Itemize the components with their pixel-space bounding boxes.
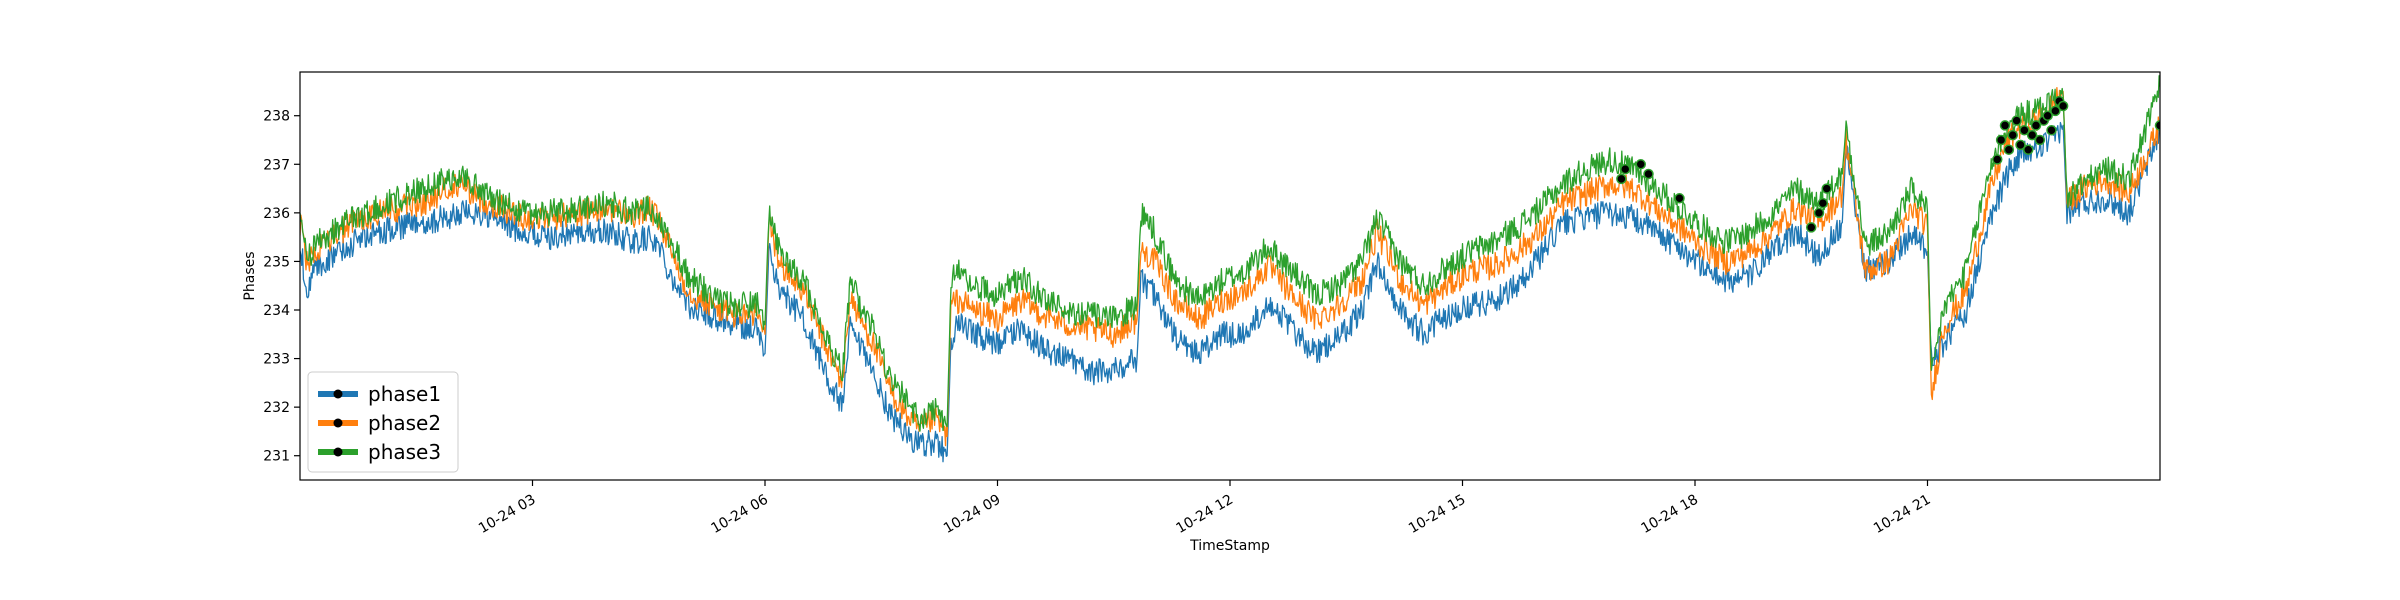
plot-area — [300, 75, 2160, 463]
y-tick-label: 234 — [263, 303, 290, 319]
marker-point-7 — [1817, 197, 1829, 209]
legend-marker — [333, 418, 343, 428]
y-tick-label: 231 — [263, 449, 290, 465]
y-tick-label: 235 — [263, 254, 290, 270]
legend-label: phase3 — [368, 440, 441, 464]
marker-point-15 — [2015, 139, 2026, 151]
marker-point-26 — [2057, 100, 2069, 112]
legend-item-phase3: phase3 — [318, 440, 441, 464]
marker-point-24 — [2050, 105, 2061, 117]
marker-point-12 — [2003, 144, 2015, 155]
marker-point-13 — [2007, 129, 2018, 141]
marker-point-8 — [1821, 183, 1832, 194]
marker-point-2 — [1635, 159, 1646, 170]
y-tick-label: 233 — [263, 352, 290, 368]
series-line-phase2 — [300, 87, 2160, 447]
y-axis-label: Phases — [242, 251, 258, 300]
marker-point-20 — [2034, 134, 2046, 146]
legend-item-phase1: phase1 — [318, 382, 441, 406]
marker-point-19 — [2030, 120, 2042, 131]
series-line-phase3 — [300, 75, 2160, 432]
legend-item-phase2: phase2 — [318, 411, 441, 435]
marker-point-9 — [1992, 154, 2003, 165]
marker-point-3 — [1643, 168, 1654, 180]
marker-point-22 — [2042, 110, 2053, 121]
marker-point-14 — [2011, 115, 2022, 126]
marker-point-6 — [1813, 207, 1825, 219]
y-tick-label: 237 — [263, 157, 290, 173]
marker-point-1 — [1620, 163, 1631, 175]
marker-point-4 — [1674, 193, 1685, 204]
marker-point-18 — [2026, 129, 2038, 141]
legend-label: phase1 — [368, 382, 441, 406]
x-axis-label: TimeStamp — [1189, 538, 1270, 554]
legend-label: phase2 — [368, 411, 441, 435]
y-tick-label: 236 — [263, 206, 290, 222]
marker-point-16 — [2019, 125, 2030, 136]
y-tick-label: 238 — [263, 109, 290, 125]
legend: phase1 phase2 phase3 — [307, 371, 459, 473]
marker-point-11 — [1999, 120, 2011, 131]
y-tick-label: 232 — [263, 400, 290, 416]
marker-point-27 — [2154, 120, 2160, 131]
marker-points — [1616, 95, 2160, 233]
legend-marker — [333, 389, 343, 399]
marker-point-10 — [1995, 134, 2007, 146]
marker-point-0 — [1616, 173, 1627, 185]
marker-point-5 — [1806, 222, 1817, 233]
legend-marker — [333, 447, 343, 457]
marker-point-17 — [2023, 144, 2034, 155]
y-axis: 231 232 233 234 235 236 237 238 — [263, 109, 300, 465]
marker-point-23 — [2046, 125, 2057, 136]
